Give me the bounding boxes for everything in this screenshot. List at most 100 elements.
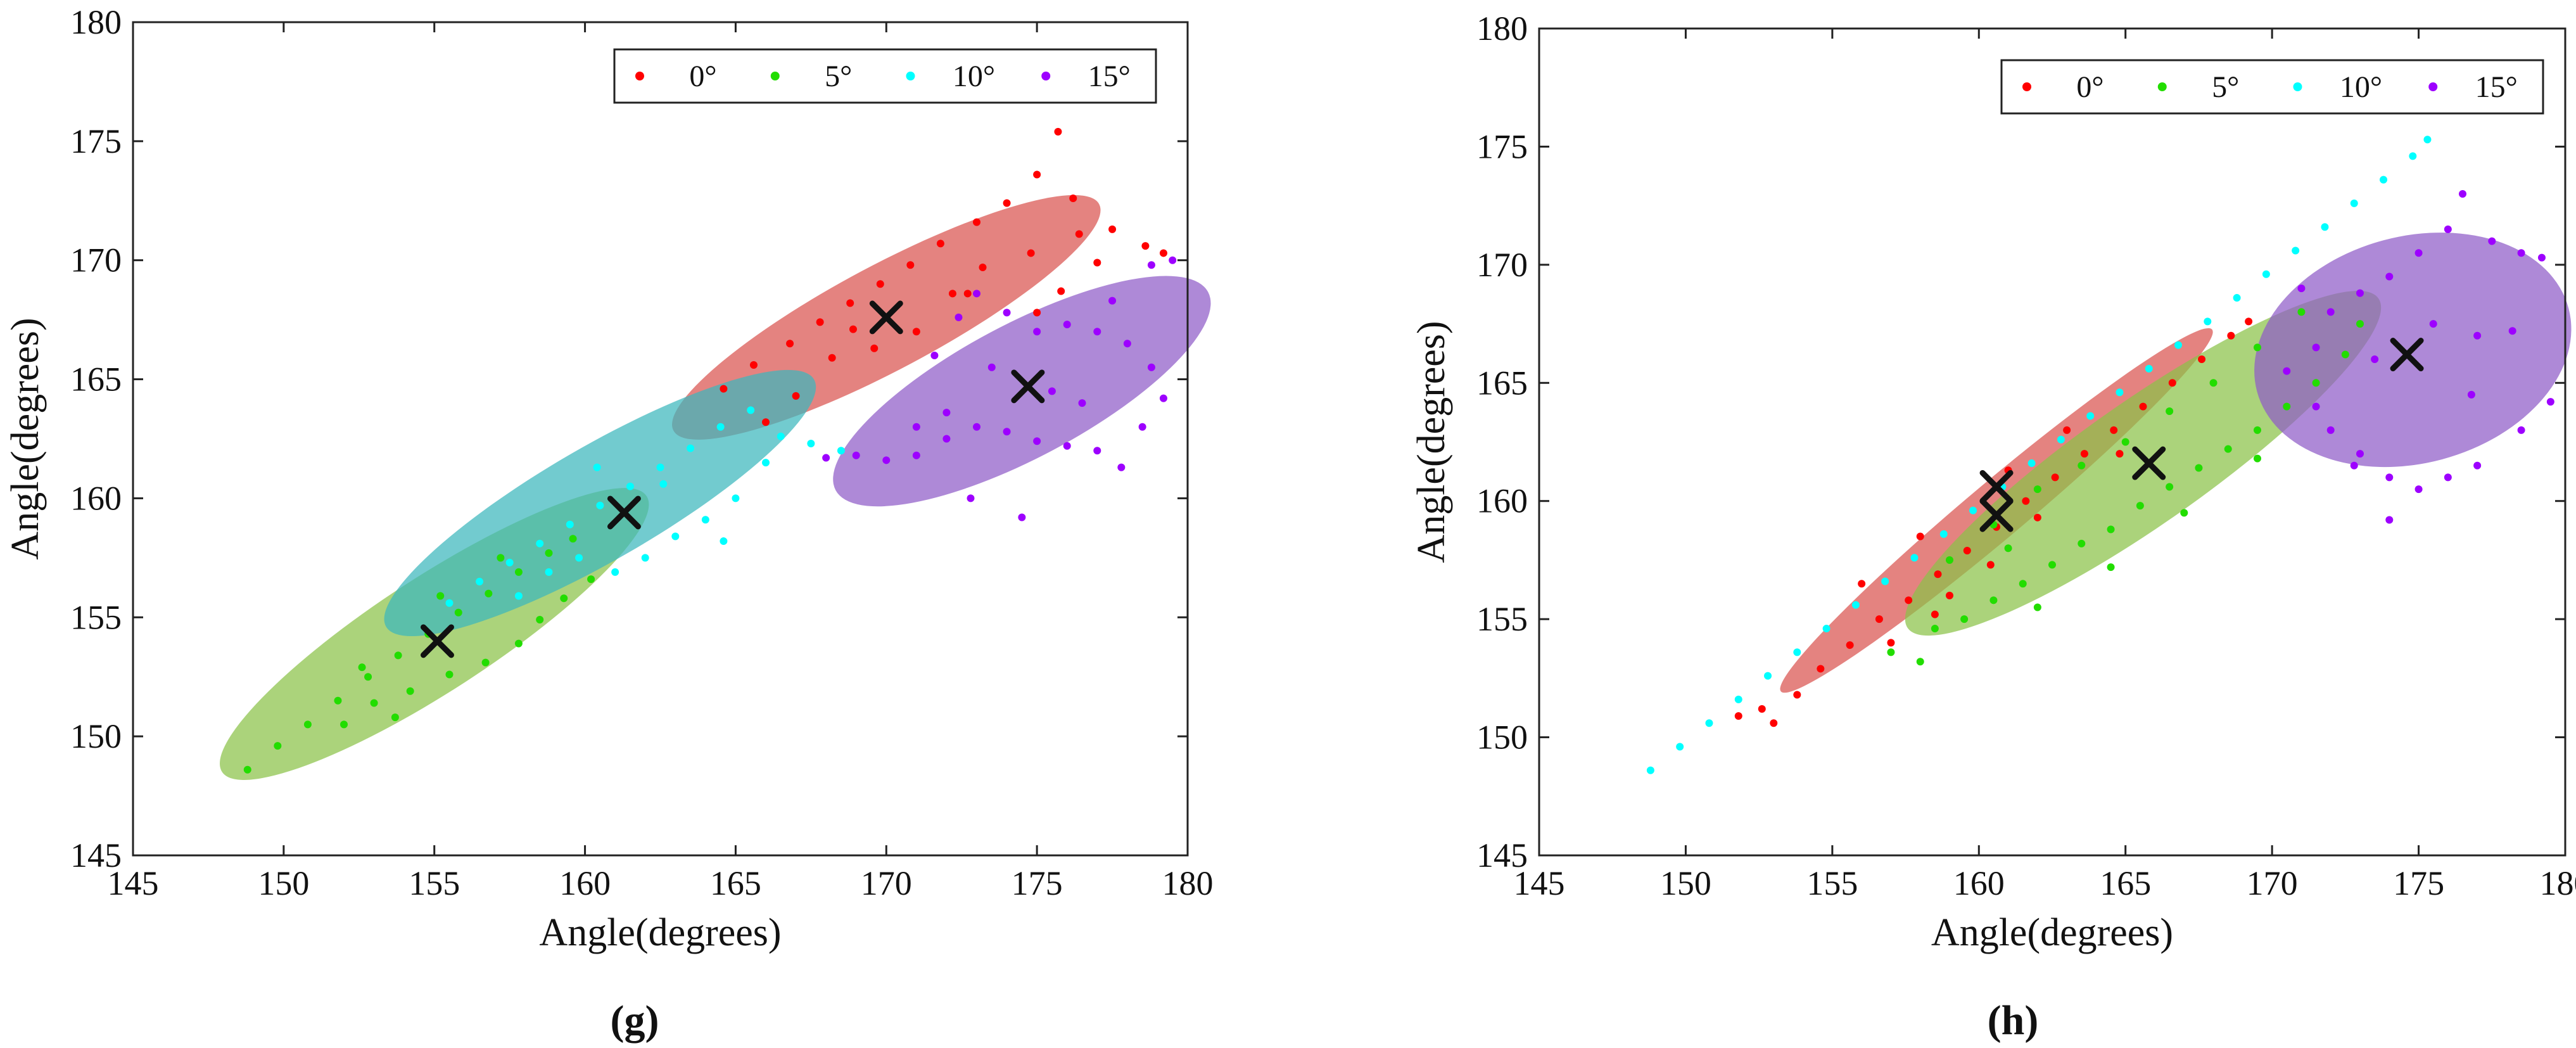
data-point <box>2371 355 2379 363</box>
series-5deg <box>1887 308 2364 666</box>
legend-marker <box>2428 82 2438 91</box>
data-point <box>1817 665 1825 673</box>
data-point <box>1057 287 1065 295</box>
data-point <box>701 516 709 524</box>
data-point <box>906 261 915 269</box>
data-point <box>436 592 445 600</box>
data-point <box>1646 766 1654 774</box>
y-tick-label: 145 <box>1476 836 1528 874</box>
data-point <box>792 392 800 400</box>
legend-marker <box>770 72 780 80</box>
x-tick-label: 180 <box>2540 864 2576 902</box>
data-point <box>1033 328 1041 336</box>
x-tick-label: 165 <box>2100 864 2151 902</box>
data-point <box>394 651 402 660</box>
y-tick-label: 165 <box>70 361 122 399</box>
data-point <box>973 290 980 298</box>
data-point <box>687 444 695 452</box>
x-tick-label: 180 <box>1162 864 1214 902</box>
x-tick-label: 170 <box>2247 864 2298 902</box>
data-point <box>364 673 372 681</box>
panel-label-h: (h) <box>1988 997 2039 1044</box>
data-point <box>358 663 366 672</box>
ellipse-layer <box>220 195 1211 780</box>
y-tick-label: 155 <box>70 598 122 636</box>
data-point <box>816 318 824 326</box>
data-point <box>1063 321 1071 329</box>
data-point <box>852 451 860 459</box>
data-point <box>1078 399 1086 407</box>
data-point <box>2283 402 2291 411</box>
data-point <box>1018 513 1026 521</box>
legend-label: 15° <box>2475 70 2518 104</box>
y-tick-label: 180 <box>70 3 122 41</box>
data-point <box>1734 712 1742 720</box>
data-point <box>2022 497 2030 505</box>
legend: 0° 5° 10° 15° <box>613 48 1157 104</box>
data-point <box>747 406 755 414</box>
y-tick-label: 150 <box>1476 719 1528 757</box>
data-point <box>1033 309 1041 317</box>
data-point <box>2292 246 2300 255</box>
legend: 0° 5° 10° 15° <box>2000 59 2544 115</box>
legend-marker <box>635 72 644 80</box>
data-point <box>2312 343 2320 352</box>
x-tick-label: 175 <box>2393 864 2444 902</box>
data-point <box>2227 331 2235 340</box>
legend-label: 15° <box>1088 60 1131 93</box>
data-point <box>1003 428 1011 436</box>
data-point <box>2488 237 2496 245</box>
plot-frame <box>1538 27 2566 857</box>
data-point <box>2166 407 2174 416</box>
data-point <box>948 290 956 298</box>
y-tick-label: 175 <box>70 122 122 160</box>
x-tick-label: 150 <box>258 864 309 902</box>
data-point <box>1881 577 1889 585</box>
data-point <box>2033 603 2041 611</box>
series-15deg <box>2283 190 2554 524</box>
data-point <box>1117 463 1126 471</box>
x-tick-label: 160 <box>559 864 611 902</box>
data-point <box>762 418 770 426</box>
data-point <box>611 568 619 576</box>
data-point <box>2245 317 2253 326</box>
data-point <box>2204 317 2212 326</box>
x-axis-label: Angle(degrees) <box>1931 911 2173 954</box>
data-point <box>930 352 939 359</box>
data-point <box>2139 402 2147 411</box>
data-point <box>1934 570 1942 578</box>
data-point <box>716 423 725 431</box>
data-point <box>912 328 920 336</box>
centroid-marker-15deg <box>1011 369 1045 404</box>
data-point <box>963 290 972 298</box>
data-point <box>2033 485 2041 494</box>
data-point <box>2444 473 2452 482</box>
data-point <box>973 218 980 226</box>
data-point <box>2429 320 2437 328</box>
data-point <box>936 240 944 248</box>
data-point <box>2086 412 2095 420</box>
data-point <box>967 494 975 502</box>
data-point <box>1905 596 1913 604</box>
data-point <box>732 494 740 502</box>
data-point <box>2283 367 2291 375</box>
data-point <box>445 599 454 607</box>
data-point <box>1946 556 1953 564</box>
data-point <box>822 454 830 462</box>
y-tick-label: 170 <box>70 241 122 279</box>
data-point <box>849 325 857 333</box>
data-point <box>807 440 815 448</box>
data-point <box>2444 225 2452 233</box>
data-point <box>370 699 378 707</box>
series-5deg <box>243 535 595 774</box>
data-point <box>973 423 980 431</box>
data-point <box>476 577 484 585</box>
data-point <box>882 456 891 464</box>
data-point <box>391 713 399 722</box>
data-point <box>1093 447 1101 455</box>
legend-label: 0° <box>689 60 716 93</box>
data-point <box>274 742 282 750</box>
data-point <box>1069 195 1077 203</box>
data-point <box>454 608 462 617</box>
